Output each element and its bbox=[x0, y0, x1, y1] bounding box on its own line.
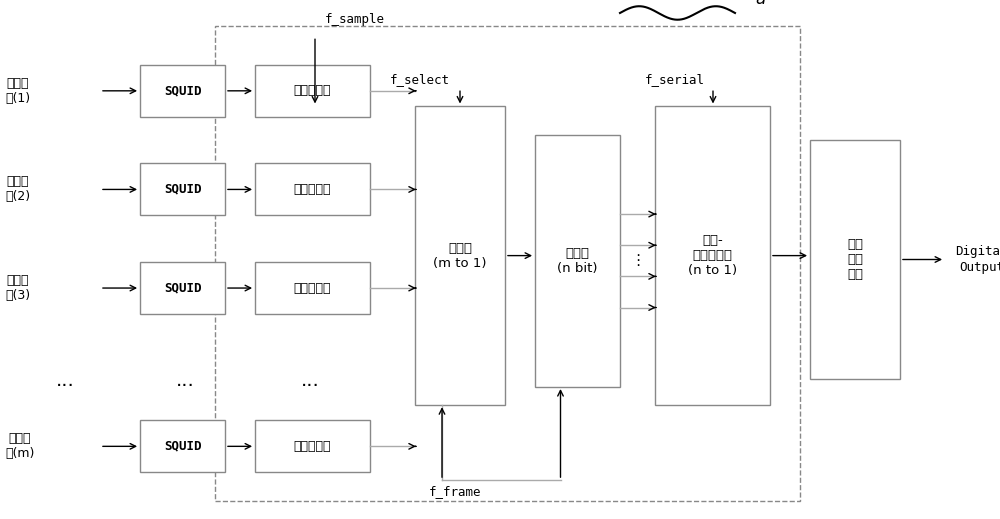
Text: Digital
Output: Digital Output bbox=[955, 245, 1000, 274]
FancyBboxPatch shape bbox=[535, 135, 620, 387]
FancyBboxPatch shape bbox=[140, 65, 225, 117]
FancyBboxPatch shape bbox=[255, 262, 370, 314]
FancyBboxPatch shape bbox=[140, 262, 225, 314]
Text: a: a bbox=[755, 0, 765, 8]
Text: ···: ··· bbox=[176, 377, 194, 396]
FancyBboxPatch shape bbox=[255, 65, 370, 117]
Text: f_sample: f_sample bbox=[325, 13, 385, 26]
Text: 第一传输线: 第一传输线 bbox=[294, 281, 331, 295]
FancyBboxPatch shape bbox=[655, 106, 770, 405]
FancyBboxPatch shape bbox=[415, 106, 505, 405]
Text: 计数器
(n bit): 计数器 (n bit) bbox=[557, 247, 598, 275]
Text: 输出信
号(1): 输出信 号(1) bbox=[5, 77, 30, 105]
Text: 输出信
号(3): 输出信 号(3) bbox=[5, 274, 30, 302]
Text: f_frame: f_frame bbox=[429, 485, 481, 498]
Text: SQUID: SQUID bbox=[164, 183, 201, 196]
Text: SQUID: SQUID bbox=[164, 281, 201, 295]
Text: 输出信
号(m): 输出信 号(m) bbox=[5, 432, 34, 460]
FancyBboxPatch shape bbox=[255, 420, 370, 472]
Text: SQUID: SQUID bbox=[164, 84, 201, 98]
Text: 输出信
号(2): 输出信 号(2) bbox=[5, 175, 30, 203]
FancyBboxPatch shape bbox=[140, 163, 225, 215]
Text: 驱动
放大
电路: 驱动 放大 电路 bbox=[847, 238, 863, 281]
Text: f_serial: f_serial bbox=[645, 73, 705, 86]
Text: 第一传输线: 第一传输线 bbox=[294, 440, 331, 453]
Text: ···: ··· bbox=[56, 377, 74, 396]
Bar bbox=[215, 26, 800, 501]
FancyBboxPatch shape bbox=[810, 140, 900, 379]
FancyBboxPatch shape bbox=[140, 420, 225, 472]
Text: ⋮: ⋮ bbox=[630, 253, 645, 268]
Text: 多路器
(m to 1): 多路器 (m to 1) bbox=[433, 242, 487, 269]
Text: 第一传输线: 第一传输线 bbox=[294, 84, 331, 98]
Text: 并联-
串联转换器
(n to 1): 并联- 串联转换器 (n to 1) bbox=[688, 234, 737, 277]
Text: SQUID: SQUID bbox=[164, 440, 201, 453]
Text: ···: ··· bbox=[301, 377, 319, 396]
Text: 第一传输线: 第一传输线 bbox=[294, 183, 331, 196]
FancyBboxPatch shape bbox=[255, 163, 370, 215]
Text: f_select: f_select bbox=[390, 73, 450, 86]
